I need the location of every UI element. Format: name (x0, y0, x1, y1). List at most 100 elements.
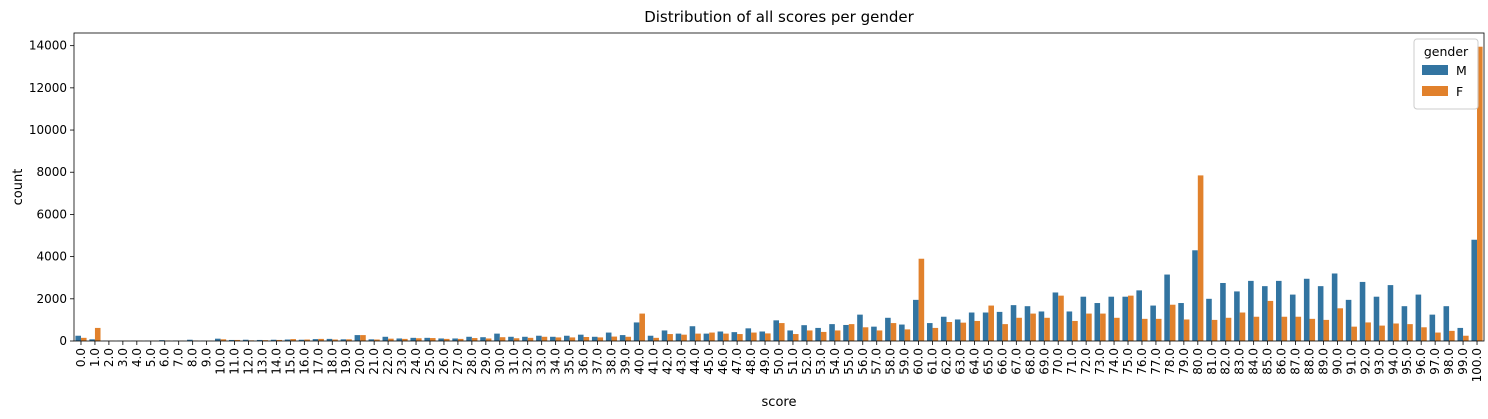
bar-M-75.0 (1122, 296, 1129, 341)
bar-F-19.0 (346, 339, 352, 341)
x-tick-label: 93.0 (1372, 348, 1386, 375)
bar-F-0.0 (80, 337, 87, 341)
bar-M-71.0 (1066, 311, 1073, 341)
x-tick-label: 28.0 (465, 348, 479, 375)
x-tick-label: 29.0 (479, 348, 493, 375)
bar-M-70.0 (1052, 292, 1059, 341)
x-tick-label: 72.0 (1079, 348, 1093, 375)
x-tick-label: 57.0 (870, 348, 884, 375)
x-tick-label: 3.0 (116, 348, 130, 367)
x-tick-label: 48.0 (744, 348, 758, 375)
bar-F-49.0 (765, 333, 771, 341)
x-tick-label: 85.0 (1261, 348, 1275, 375)
bar-F-68.0 (1030, 313, 1036, 341)
bar-F-46.0 (723, 333, 729, 341)
bar-F-81.0 (1211, 319, 1218, 341)
x-tick-label: 33.0 (535, 348, 549, 375)
bar-M-83.0 (1234, 291, 1240, 341)
x-tick-label: 21.0 (367, 348, 381, 375)
bar-F-72.0 (1086, 313, 1092, 341)
x-tick-label: 6.0 (158, 348, 172, 367)
bar-F-96.0 (1421, 327, 1427, 341)
bar-M-90.0 (1331, 273, 1338, 341)
x-tick-label: 89.0 (1316, 348, 1330, 375)
x-tick-label: 17.0 (311, 348, 325, 375)
x-tick-label: 53.0 (814, 348, 828, 375)
bar-F-17.0 (318, 338, 324, 341)
bar-M-10.0 (215, 338, 221, 341)
bar-M-95.0 (1401, 306, 1408, 341)
bar-F-37.0 (597, 337, 604, 341)
plot-frame (73, 32, 1485, 342)
y-tick-label: 12000 (29, 81, 67, 95)
x-tick-label: 99.0 (1456, 348, 1470, 375)
bar-M-48.0 (745, 328, 752, 341)
bar-M-96.0 (1415, 294, 1422, 341)
bar-M-93.0 (1373, 296, 1380, 341)
bar-F-62.0 (946, 322, 953, 341)
y-tick-label: 6000 (36, 207, 67, 221)
x-tick-label: 4.0 (130, 348, 144, 367)
bar-M-15.0 (284, 339, 291, 341)
x-tick-label: 68.0 (1023, 348, 1037, 375)
bar-M-54.0 (829, 324, 835, 341)
bar-M-13.0 (256, 339, 263, 341)
bar-F-71.0 (1072, 320, 1078, 341)
bar-F-21.0 (374, 339, 380, 341)
bar-M-14.0 (270, 339, 277, 341)
x-tick-label: 25.0 (423, 348, 437, 375)
x-tick-label: 44.0 (688, 348, 702, 375)
x-tick-label: 11.0 (228, 348, 242, 375)
bar-F-58.0 (890, 323, 897, 341)
bar-M-28.0 (466, 336, 472, 341)
bar-F-84.0 (1253, 316, 1260, 341)
bar-F-66.0 (1002, 324, 1008, 341)
bar-M-29.0 (480, 337, 486, 341)
bar-M-61.0 (926, 323, 933, 341)
bar-F-35.0 (569, 337, 576, 341)
bar-M-35.0 (564, 335, 570, 341)
y-tick-label: 10000 (29, 123, 67, 137)
bar-M-51.0 (787, 330, 793, 341)
bar-M-19.0 (340, 339, 347, 341)
bar-M-49.0 (759, 331, 766, 341)
bar-M-79.0 (1178, 303, 1184, 341)
x-tick-label: 9.0 (200, 348, 214, 367)
bar-F-70.0 (1058, 295, 1064, 341)
bar-M-77.0 (1150, 305, 1156, 341)
bar-M-17.0 (312, 339, 319, 341)
bar-F-77.0 (1155, 318, 1162, 341)
bar-M-39.0 (619, 335, 626, 341)
x-tick-label: 87.0 (1289, 348, 1303, 375)
x-tick-label: 92.0 (1358, 348, 1372, 375)
x-tick-label: 63.0 (953, 348, 967, 375)
bar-F-43.0 (681, 334, 687, 341)
bar-M-53.0 (815, 327, 821, 341)
bar-M-41.0 (647, 335, 654, 341)
bar-M-62.0 (940, 316, 947, 341)
bar-M-43.0 (675, 333, 682, 341)
bar-F-34.0 (555, 337, 562, 341)
bar-F-38.0 (611, 336, 618, 341)
x-tick-label: 43.0 (674, 348, 688, 375)
bar-F-73.0 (1100, 313, 1106, 341)
x-tick-label: 54.0 (828, 348, 842, 375)
x-tick-label: 80.0 (1191, 348, 1205, 375)
bar-M-56.0 (857, 314, 863, 341)
y-tick-label: 8000 (36, 165, 67, 179)
bar-M-82.0 (1220, 282, 1226, 341)
bar-M-36.0 (577, 334, 584, 341)
bar-M-55.0 (843, 324, 849, 341)
x-tick-label: 45.0 (702, 348, 716, 375)
bar-F-45.0 (709, 332, 715, 341)
x-tick-label: 42.0 (660, 348, 674, 375)
bar-F-50.0 (779, 323, 785, 341)
bar-F-83.0 (1239, 312, 1246, 341)
bar-M-24.0 (410, 337, 417, 341)
x-tick-label: 15.0 (283, 348, 297, 375)
x-axis-label: score (762, 395, 797, 410)
bar-F-51.0 (792, 334, 799, 341)
bar-F-65.0 (988, 305, 994, 341)
bar-F-15.0 (290, 339, 296, 341)
bar-F-18.0 (332, 339, 338, 341)
